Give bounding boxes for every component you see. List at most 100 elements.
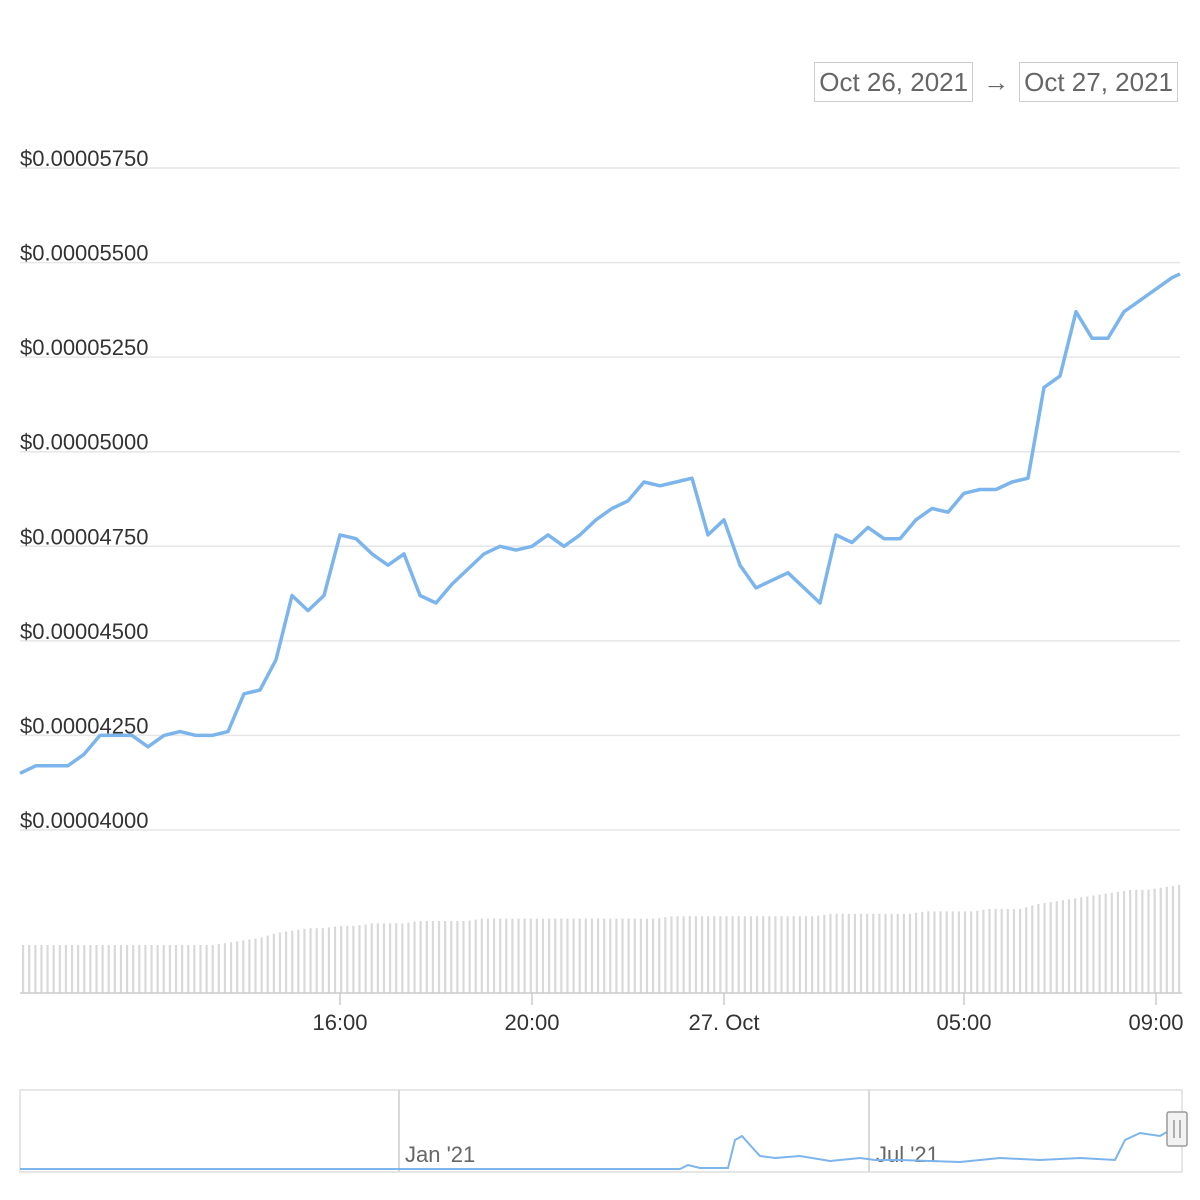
volume-bar — [138, 945, 141, 993]
volume-bar — [340, 925, 343, 993]
volume-bar — [755, 916, 759, 993]
volume-bar — [798, 916, 801, 993]
volume-bar — [272, 933, 275, 993]
volume-bar — [603, 918, 606, 993]
volume-bar — [28, 945, 31, 993]
volume-bar — [676, 916, 679, 993]
volume-bar — [1025, 907, 1028, 993]
volume-bar — [1086, 896, 1089, 993]
volume-bar — [914, 912, 918, 993]
volume-bar — [437, 921, 441, 993]
volume-bar — [749, 916, 753, 993]
volume-bar — [994, 909, 997, 993]
volume-bar — [517, 918, 520, 993]
volume-bar — [119, 945, 123, 993]
volume-bar — [523, 918, 526, 993]
volume-bar — [1067, 899, 1071, 993]
volume-bar — [700, 916, 704, 993]
volume-bar — [951, 911, 954, 993]
date-range-selector: Oct 26, 2021 → Oct 27, 2021 — [814, 62, 1178, 102]
volume-bar — [780, 916, 783, 993]
volume-bar — [609, 918, 612, 993]
x-tick-label: 05:00 — [936, 1010, 991, 1035]
volume-bar — [388, 923, 392, 993]
date-from-input[interactable]: Oct 26, 2021 — [814, 62, 974, 102]
volume-bar — [688, 916, 691, 993]
volume-bar — [401, 923, 404, 993]
volume-bar — [566, 918, 569, 993]
volume-bar — [333, 926, 337, 993]
volume-bar — [321, 928, 324, 993]
volume-bar — [1153, 888, 1156, 993]
volume-bar — [492, 918, 496, 993]
volume-bar — [1104, 893, 1107, 993]
grid-lines — [20, 167, 1180, 831]
volume-bar — [1031, 905, 1034, 993]
volume-bar — [670, 916, 673, 993]
volume-bar — [395, 923, 398, 993]
volume-bar — [1135, 889, 1138, 993]
volume-bar — [22, 945, 25, 993]
x-axis: 16:00 20:00 27. Oct 05:00 09:00 — [312, 993, 1184, 1035]
volume-bar — [297, 929, 300, 993]
volume-bar — [480, 918, 483, 993]
volume-bar — [792, 916, 795, 993]
volume-bar — [1147, 889, 1150, 993]
volume-bar — [285, 931, 288, 993]
volume-bar — [1049, 902, 1052, 993]
volume-bar — [976, 910, 979, 993]
price-line — [19, 272, 1181, 775]
volume-bar — [596, 918, 600, 993]
volume-bar — [615, 918, 618, 993]
volume-bar — [590, 918, 594, 993]
volume-bar — [77, 945, 80, 993]
volume-bar — [266, 935, 269, 993]
volume-bar — [1159, 887, 1162, 993]
volume-bar — [535, 918, 538, 993]
x-tick-label: 20:00 — [504, 1010, 559, 1035]
volume-bar — [921, 911, 924, 993]
navigator[interactable]: Jan '21 Jul '21 — [19, 1089, 1188, 1173]
volume-bar — [486, 918, 490, 993]
volume-bar — [187, 945, 190, 993]
y-tick-label: $0.00005000 — [20, 430, 148, 455]
volume-bar — [382, 923, 386, 993]
volume-bar — [1012, 909, 1016, 993]
volume-bar — [236, 941, 239, 993]
arrow-right-icon: → — [983, 66, 1010, 97]
navigator-handle[interactable] — [1166, 1111, 1188, 1147]
volume-bar — [107, 945, 110, 993]
volume-bar — [945, 911, 948, 993]
volume-bar — [578, 918, 581, 993]
volume-bar — [554, 918, 557, 993]
volume-bar — [713, 916, 716, 993]
volume-bar — [988, 909, 991, 993]
volume-bar — [645, 918, 649, 993]
volume-bar — [1055, 901, 1058, 993]
volume-bar — [376, 923, 379, 993]
volume-bar — [144, 945, 147, 993]
volume-bar — [125, 945, 129, 993]
y-tick-label: $0.00004500 — [20, 619, 148, 644]
volume-bar — [89, 945, 92, 993]
volume-bar — [199, 945, 202, 993]
volume-bar — [450, 921, 453, 993]
y-axis: $0.00004000$0.00004250$0.00004500$0.0000… — [20, 146, 148, 833]
volume-bar — [113, 945, 116, 993]
volume-bar — [768, 916, 771, 993]
x-tick-label: 09:00 — [1128, 1010, 1183, 1035]
volume-bar — [529, 918, 532, 993]
y-tick-label: $0.00005500 — [20, 241, 148, 266]
volume-bar — [737, 916, 740, 993]
volume-bar — [694, 916, 698, 993]
x-tick-label: 27. Oct — [689, 1010, 760, 1035]
volume-bar — [229, 942, 233, 993]
volume-bar — [407, 922, 410, 993]
date-to-input[interactable]: Oct 27, 2021 — [1019, 62, 1178, 102]
volume-bar — [52, 945, 55, 993]
volume-bar — [83, 945, 86, 993]
volume-bar — [1006, 909, 1009, 993]
volume-bar — [364, 924, 367, 993]
volume-bar — [621, 918, 624, 993]
navigator-frame — [19, 1089, 1183, 1173]
